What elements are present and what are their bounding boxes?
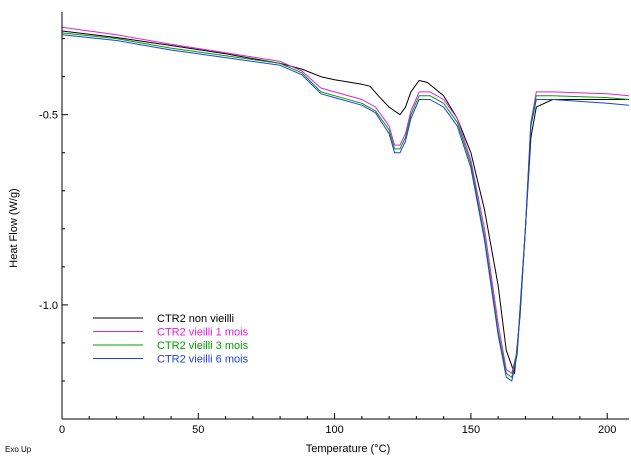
y-tick-label: -0.5 — [39, 110, 58, 122]
legend-label-4: CTR2 vieilli 6 mois — [157, 354, 249, 366]
y-tick-label: -1.0 — [39, 300, 58, 312]
exo-up-label: Exo Up — [5, 445, 32, 454]
series-layer — [61, 26, 630, 382]
y-axis-label: Heat Flow (W/g) — [8, 188, 20, 267]
x-tick-label: 0 — [59, 424, 65, 436]
x-tick-label: 200 — [598, 424, 616, 436]
x-axis-label: Temperature (°C) — [306, 443, 390, 455]
legend-label-1: CTR2 non vieilli — [157, 313, 234, 325]
x-tick-label: 100 — [325, 424, 343, 436]
legend-label-2: CTR2 vieilli 1 mois — [157, 327, 249, 339]
x-tick-label: 50 — [192, 424, 204, 436]
series-line-4 — [61, 34, 630, 382]
legend-label-3: CTR2 vieilli 3 mois — [157, 340, 249, 352]
x-tick-label: 150 — [462, 424, 480, 436]
axes-layer: 0 50 100 150 200 -0.5 -1.0 — [39, 12, 629, 436]
